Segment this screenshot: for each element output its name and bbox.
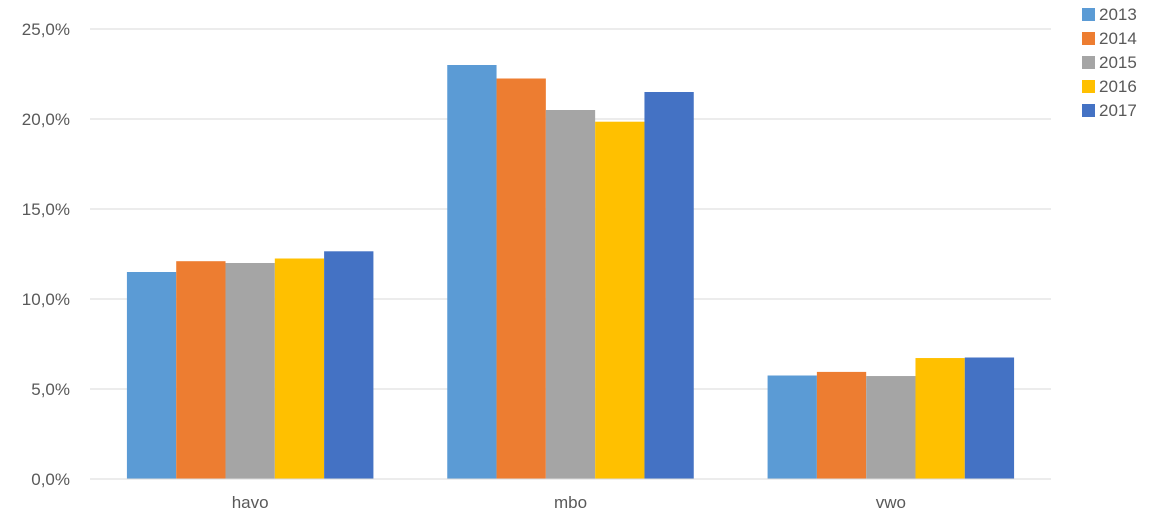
legend-swatch xyxy=(1082,80,1095,93)
legend-swatch xyxy=(1082,32,1095,45)
x-axis-ticks: havo mbo vwo xyxy=(232,493,906,512)
y-tick-label: 15,0% xyxy=(22,200,70,219)
x-tick-label: havo xyxy=(232,493,269,512)
legend-item-2016: 2016 xyxy=(1082,77,1137,96)
legend-label: 2013 xyxy=(1099,5,1137,24)
bars xyxy=(126,65,1015,479)
bar-havo-2014 xyxy=(176,261,226,479)
bar-vwo-2014 xyxy=(816,371,867,479)
y-tick-label: 10,0% xyxy=(22,290,70,309)
y-tick-label: 0,0% xyxy=(31,470,70,489)
bar-havo-2015 xyxy=(225,263,275,479)
bar-vwo-2017 xyxy=(964,357,1015,479)
legend-item-2017: 2017 xyxy=(1082,101,1137,120)
bar-mbo-2014 xyxy=(496,78,546,479)
legend-label: 2016 xyxy=(1099,77,1137,96)
legend-swatch xyxy=(1082,104,1095,117)
legend-label: 2017 xyxy=(1099,101,1137,120)
legend-swatch xyxy=(1082,8,1095,21)
bar-mbo-2017 xyxy=(644,92,694,479)
bar-mbo-2015 xyxy=(545,110,596,479)
bar-havo-2016 xyxy=(274,258,325,479)
legend-label: 2015 xyxy=(1099,53,1137,72)
legend-swatch xyxy=(1082,56,1095,69)
bar-havo-2013 xyxy=(126,272,177,479)
bar-vwo-2016 xyxy=(915,358,965,479)
y-tick-label: 20,0% xyxy=(22,110,70,129)
y-tick-label: 25,0% xyxy=(22,20,70,39)
legend-item-2013: 2013 xyxy=(1082,5,1137,24)
x-tick-label: mbo xyxy=(554,493,587,512)
x-tick-label: vwo xyxy=(876,493,906,512)
bar-mbo-2016 xyxy=(595,121,645,479)
legend-item-2014: 2014 xyxy=(1082,29,1137,48)
bar-havo-2017 xyxy=(324,251,374,479)
bar-mbo-2013 xyxy=(447,65,497,479)
y-axis-ticks: 0,0% 5,0% 10,0% 15,0% 20,0% 25,0% xyxy=(22,20,70,489)
legend: 2013 2014 2015 2016 2017 xyxy=(1082,5,1137,120)
y-tick-label: 5,0% xyxy=(31,380,70,399)
bar-vwo-2013 xyxy=(767,375,817,479)
legend-item-2015: 2015 xyxy=(1082,53,1137,72)
bar-vwo-2015 xyxy=(866,376,916,479)
legend-label: 2014 xyxy=(1099,29,1137,48)
